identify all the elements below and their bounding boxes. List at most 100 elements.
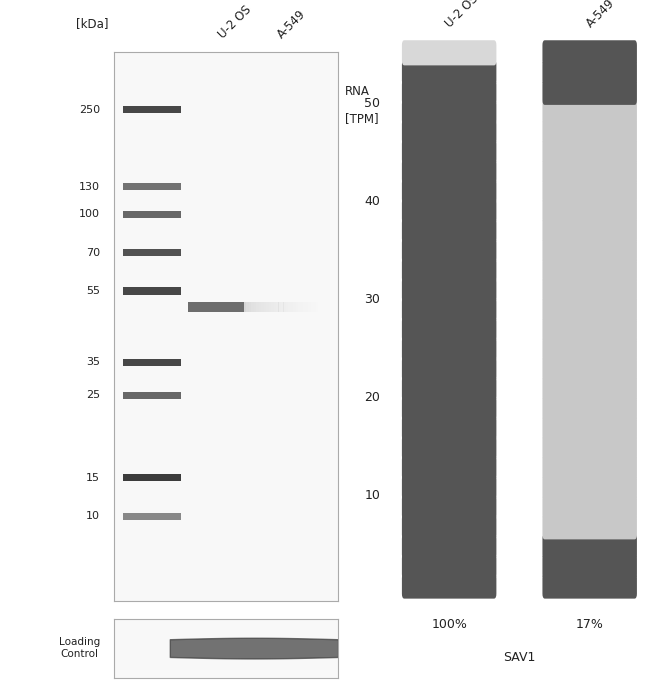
FancyBboxPatch shape	[402, 198, 497, 223]
FancyBboxPatch shape	[543, 179, 637, 204]
FancyBboxPatch shape	[402, 218, 497, 243]
FancyBboxPatch shape	[402, 357, 497, 382]
Text: Loading
Control: Loading Control	[59, 637, 100, 659]
FancyBboxPatch shape	[402, 395, 497, 421]
Text: 100%: 100%	[431, 618, 467, 631]
FancyBboxPatch shape	[543, 435, 637, 460]
FancyBboxPatch shape	[252, 302, 254, 312]
Text: SAV1: SAV1	[503, 651, 536, 664]
FancyBboxPatch shape	[256, 302, 259, 312]
FancyBboxPatch shape	[402, 297, 497, 322]
FancyBboxPatch shape	[402, 120, 497, 145]
FancyBboxPatch shape	[543, 40, 637, 65]
FancyBboxPatch shape	[402, 514, 497, 539]
Text: U-2 OS: U-2 OS	[443, 0, 481, 30]
FancyBboxPatch shape	[402, 80, 497, 105]
FancyBboxPatch shape	[402, 158, 497, 184]
Text: 20: 20	[365, 391, 380, 404]
FancyBboxPatch shape	[543, 475, 637, 500]
FancyBboxPatch shape	[402, 60, 497, 85]
FancyBboxPatch shape	[402, 554, 497, 579]
FancyBboxPatch shape	[543, 416, 637, 441]
FancyBboxPatch shape	[402, 455, 497, 480]
FancyBboxPatch shape	[293, 302, 296, 312]
FancyBboxPatch shape	[543, 257, 637, 283]
FancyBboxPatch shape	[402, 416, 497, 441]
FancyBboxPatch shape	[543, 218, 637, 243]
FancyBboxPatch shape	[543, 277, 637, 302]
Text: 30: 30	[365, 293, 380, 306]
Text: 35: 35	[86, 357, 100, 368]
FancyBboxPatch shape	[123, 106, 181, 113]
FancyBboxPatch shape	[402, 40, 497, 65]
FancyBboxPatch shape	[402, 139, 497, 164]
FancyBboxPatch shape	[543, 336, 637, 361]
FancyBboxPatch shape	[286, 302, 289, 312]
FancyBboxPatch shape	[402, 376, 497, 401]
Text: 130: 130	[79, 181, 100, 192]
FancyBboxPatch shape	[276, 302, 279, 312]
FancyBboxPatch shape	[261, 302, 264, 312]
FancyBboxPatch shape	[123, 512, 181, 520]
Text: 40: 40	[365, 195, 380, 208]
FancyBboxPatch shape	[402, 573, 497, 598]
Text: 55: 55	[86, 286, 100, 296]
FancyBboxPatch shape	[543, 198, 637, 223]
FancyBboxPatch shape	[402, 317, 497, 342]
FancyBboxPatch shape	[268, 302, 271, 312]
Text: 70: 70	[86, 247, 100, 258]
FancyBboxPatch shape	[543, 573, 637, 598]
FancyBboxPatch shape	[123, 211, 181, 218]
FancyBboxPatch shape	[543, 238, 637, 263]
FancyBboxPatch shape	[123, 474, 181, 481]
FancyBboxPatch shape	[402, 336, 497, 361]
Text: 17%: 17%	[576, 618, 604, 631]
FancyBboxPatch shape	[543, 455, 637, 480]
Text: [TPM]: [TPM]	[344, 112, 378, 124]
Text: 10: 10	[365, 489, 380, 502]
Text: 15: 15	[86, 473, 100, 482]
FancyBboxPatch shape	[543, 376, 637, 401]
Text: 25: 25	[86, 391, 100, 400]
Text: 100: 100	[79, 209, 100, 219]
FancyBboxPatch shape	[289, 302, 291, 312]
FancyBboxPatch shape	[543, 554, 637, 579]
FancyBboxPatch shape	[543, 80, 637, 105]
FancyBboxPatch shape	[244, 302, 246, 312]
FancyBboxPatch shape	[543, 395, 637, 421]
FancyBboxPatch shape	[188, 302, 244, 312]
Text: [kDa]: [kDa]	[75, 17, 108, 30]
FancyBboxPatch shape	[543, 317, 637, 342]
Text: U-2 OS: U-2 OS	[216, 3, 254, 41]
FancyBboxPatch shape	[123, 392, 181, 399]
Text: A-549: A-549	[584, 0, 618, 30]
FancyBboxPatch shape	[283, 302, 286, 312]
Text: High: High	[202, 623, 229, 636]
FancyBboxPatch shape	[281, 302, 283, 312]
FancyBboxPatch shape	[254, 302, 256, 312]
FancyBboxPatch shape	[543, 99, 637, 124]
FancyBboxPatch shape	[264, 302, 266, 312]
FancyBboxPatch shape	[543, 120, 637, 145]
FancyBboxPatch shape	[271, 302, 274, 312]
FancyBboxPatch shape	[543, 534, 637, 559]
FancyBboxPatch shape	[402, 238, 497, 263]
FancyBboxPatch shape	[402, 435, 497, 460]
FancyBboxPatch shape	[543, 495, 637, 520]
Text: RNA: RNA	[344, 85, 369, 97]
FancyBboxPatch shape	[278, 302, 281, 312]
Text: Low: Low	[264, 623, 287, 636]
Text: A-549: A-549	[275, 8, 309, 41]
FancyBboxPatch shape	[402, 257, 497, 283]
FancyBboxPatch shape	[259, 302, 261, 312]
FancyBboxPatch shape	[274, 302, 276, 312]
FancyBboxPatch shape	[123, 288, 181, 295]
FancyBboxPatch shape	[123, 183, 181, 190]
FancyBboxPatch shape	[123, 359, 181, 366]
FancyBboxPatch shape	[543, 158, 637, 184]
Text: 10: 10	[86, 511, 100, 521]
FancyBboxPatch shape	[123, 249, 181, 256]
FancyBboxPatch shape	[543, 514, 637, 539]
FancyBboxPatch shape	[402, 475, 497, 500]
FancyBboxPatch shape	[402, 99, 497, 124]
